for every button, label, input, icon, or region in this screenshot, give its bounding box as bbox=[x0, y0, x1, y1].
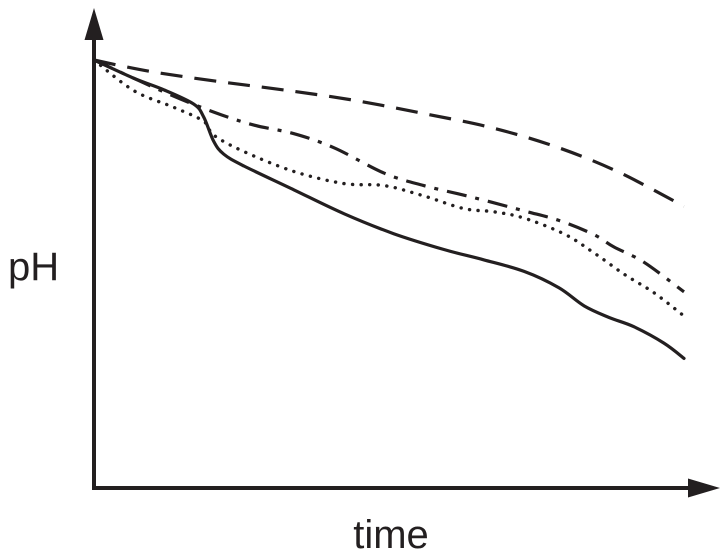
x-axis-arrowhead bbox=[688, 478, 720, 498]
axes bbox=[84, 8, 720, 498]
x-axis-label: time bbox=[353, 513, 429, 556]
y-axis-label: pH bbox=[8, 245, 59, 289]
series-line-dashdot bbox=[93, 58, 685, 294]
series-line-dotted bbox=[92, 58, 686, 318]
series-line-solid bbox=[92, 58, 686, 360]
y-axis-arrowhead bbox=[84, 8, 104, 40]
series-line-dashed bbox=[93, 58, 685, 208]
series-layer bbox=[92, 58, 686, 360]
